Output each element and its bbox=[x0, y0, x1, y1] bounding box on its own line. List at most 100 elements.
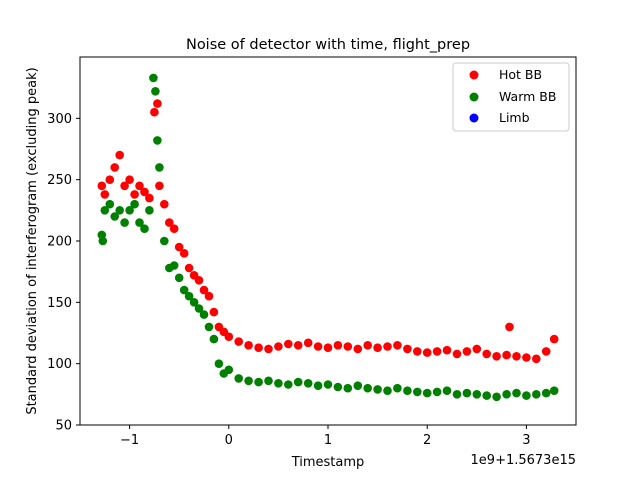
data-point-hot-bb bbox=[293, 341, 303, 350]
data-point-hot-bb bbox=[303, 338, 313, 348]
data-point-hot-bb bbox=[264, 344, 273, 354]
data-point-warm-bb bbox=[293, 377, 303, 387]
data-point-hot-bb bbox=[432, 347, 442, 356]
data-point-warm-bb bbox=[373, 385, 382, 394]
x-axis-offset-text: 1e9+1.5673e15 bbox=[471, 453, 576, 468]
data-point-warm-bb bbox=[214, 359, 224, 369]
data-point-hot-bb bbox=[234, 337, 243, 346]
data-point-warm-bb bbox=[452, 390, 462, 399]
data-point-hot-bb bbox=[105, 175, 115, 184]
y-tick-label: 300 bbox=[47, 112, 72, 127]
y-tick-label: 100 bbox=[47, 357, 72, 372]
data-point-hot-bb bbox=[224, 332, 234, 342]
data-point-hot-bb bbox=[97, 181, 107, 191]
legend-marker-limb bbox=[469, 113, 479, 123]
y-tick-label: 150 bbox=[47, 296, 72, 311]
data-point-hot-bb bbox=[169, 224, 179, 233]
data-point-hot-bb bbox=[505, 322, 514, 332]
data-point-hot-bb bbox=[153, 99, 162, 108]
data-point-hot-bb bbox=[442, 345, 452, 355]
data-point-hot-bb bbox=[413, 347, 422, 356]
x-tick-label: −1 bbox=[120, 433, 139, 448]
data-point-warm-bb bbox=[209, 334, 219, 344]
data-point-hot-bb bbox=[403, 344, 412, 354]
data-point-hot-bb bbox=[452, 349, 462, 359]
data-point-hot-bb bbox=[179, 249, 189, 258]
data-point-hot-bb bbox=[549, 334, 559, 344]
data-point-hot-bb bbox=[532, 354, 541, 364]
data-point-warm-bb bbox=[125, 206, 134, 215]
data-point-warm-bb bbox=[105, 199, 115, 209]
data-point-warm-bb bbox=[110, 212, 119, 221]
x-tick-label: 0 bbox=[225, 433, 233, 448]
data-point-warm-bb bbox=[303, 379, 313, 388]
data-point-warm-bb bbox=[333, 382, 343, 392]
data-point-warm-bb bbox=[189, 298, 199, 307]
y-axis-label: Standard deviation of interferogram (exc… bbox=[25, 67, 40, 414]
data-point-hot-bb bbox=[353, 344, 363, 354]
data-point-warm-bb bbox=[403, 386, 412, 396]
data-point-hot-bb bbox=[165, 218, 174, 227]
data-point-hot-bb bbox=[522, 353, 531, 362]
data-point-warm-bb bbox=[160, 236, 169, 246]
data-point-warm-bb bbox=[184, 291, 194, 301]
data-point-warm-bb bbox=[153, 136, 162, 145]
data-point-hot-bb bbox=[393, 341, 402, 350]
y-tick-label: 200 bbox=[47, 235, 72, 250]
x-axis: −1 0 1 2 3 bbox=[120, 425, 531, 448]
data-point-warm-bb bbox=[274, 379, 283, 388]
data-point-hot-bb bbox=[184, 263, 194, 273]
data-point-warm-bb bbox=[169, 261, 179, 270]
x-tick-label: 1 bbox=[324, 433, 332, 448]
data-point-hot-bb bbox=[512, 352, 521, 361]
x-axis-label: Timestamp bbox=[291, 455, 365, 470]
data-point-warm-bb bbox=[462, 388, 472, 398]
data-point-warm-bb bbox=[234, 374, 243, 383]
data-point-warm-bb bbox=[442, 386, 452, 396]
data-point-warm-bb bbox=[224, 365, 234, 375]
data-point-hot-bb bbox=[492, 352, 501, 361]
data-point-warm-bb bbox=[532, 390, 541, 399]
scatter-marks bbox=[97, 73, 559, 402]
data-point-warm-bb bbox=[174, 273, 184, 283]
data-point-warm-bb bbox=[98, 236, 108, 246]
data-point-warm-bb bbox=[422, 388, 432, 398]
data-point-warm-bb bbox=[100, 206, 110, 215]
data-point-hot-bb bbox=[343, 342, 353, 351]
data-point-hot-bb bbox=[373, 343, 382, 353]
data-point-hot-bb bbox=[313, 342, 323, 351]
data-point-warm-bb bbox=[502, 390, 511, 399]
data-point-warm-bb bbox=[413, 387, 422, 397]
legend-label-limb: Limb bbox=[499, 110, 530, 125]
data-point-hot-bb bbox=[462, 347, 472, 356]
data-point-warm-bb bbox=[135, 218, 144, 227]
data-point-hot-bb bbox=[333, 341, 343, 350]
data-point-hot-bb bbox=[254, 343, 263, 353]
data-point-hot-bb bbox=[125, 175, 134, 184]
data-point-warm-bb bbox=[204, 322, 214, 332]
legend-label-warm-bb: Warm BB bbox=[499, 89, 556, 104]
data-point-hot-bb bbox=[383, 342, 392, 351]
data-point-hot-bb bbox=[194, 276, 204, 285]
y-axis: 50 100 150 200 250 300 bbox=[47, 112, 80, 434]
data-point-warm-bb bbox=[492, 392, 501, 402]
data-point-warm-bb bbox=[179, 285, 189, 295]
data-point-warm-bb bbox=[284, 380, 293, 389]
x-tick-label: 3 bbox=[522, 433, 530, 448]
data-point-warm-bb bbox=[151, 87, 160, 96]
data-point-warm-bb bbox=[130, 199, 139, 209]
legend-label-hot-bb: Hot BB bbox=[499, 67, 542, 82]
data-point-hot-bb bbox=[115, 150, 124, 160]
x-tick-label: 2 bbox=[423, 433, 431, 448]
data-point-warm-bb bbox=[393, 383, 402, 393]
data-point-hot-bb bbox=[244, 341, 253, 350]
data-point-warm-bb bbox=[472, 390, 482, 399]
data-point-hot-bb bbox=[204, 291, 214, 301]
data-point-hot-bb bbox=[174, 242, 184, 252]
data-point-warm-bb bbox=[313, 381, 323, 391]
data-point-warm-bb bbox=[149, 73, 158, 83]
data-point-hot-bb bbox=[541, 347, 551, 356]
data-point-hot-bb bbox=[150, 107, 159, 117]
data-point-warm-bb bbox=[512, 388, 521, 398]
data-point-hot-bb bbox=[209, 307, 219, 317]
